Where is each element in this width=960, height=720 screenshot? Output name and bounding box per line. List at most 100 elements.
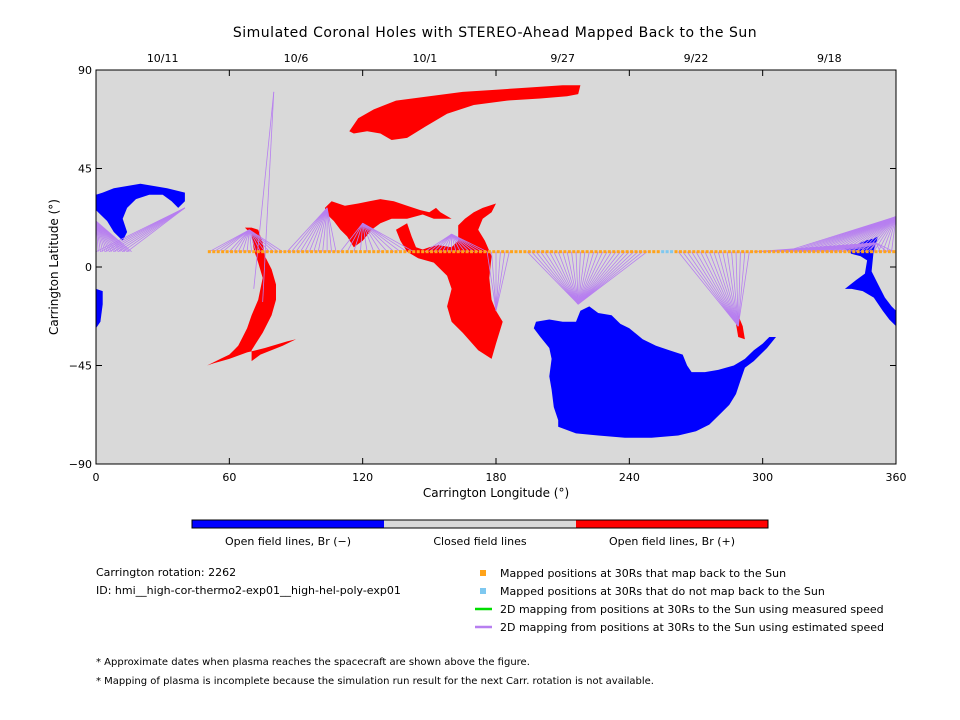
field-line-7-1 <box>429 233 452 252</box>
field-line-9-2 <box>535 251 579 305</box>
mapped-position-63 <box>487 250 491 254</box>
field-line-6-8 <box>362 222 395 252</box>
mapped-position-87 <box>594 250 598 254</box>
mapped-position-55 <box>452 250 456 254</box>
field-line-2-5 <box>248 229 252 252</box>
field-line-5-0 <box>286 207 328 252</box>
mapped-position-75 <box>541 250 545 254</box>
field-line-2-2 <box>237 229 250 252</box>
date-label-9-18: 9/18 <box>817 52 842 65</box>
field-line-10-8 <box>713 251 739 327</box>
mapped-position-42 <box>394 250 398 254</box>
mapped-position-48 <box>421 250 425 254</box>
mapped-position-153 <box>887 250 891 254</box>
mapped-position-89 <box>603 250 607 254</box>
mapped-position-47 <box>416 250 420 254</box>
field-line-6-6 <box>362 223 381 252</box>
field-line-7-7 <box>451 234 457 252</box>
mapped-position-58 <box>465 250 469 254</box>
field-line-12-18 <box>864 216 897 252</box>
note-incomplete: * Mapping of plasma is incomplete becaus… <box>96 676 654 687</box>
y-tick-label-45: 45 <box>78 163 92 176</box>
field-line-9-13 <box>577 251 586 305</box>
field-line-7-5 <box>446 234 452 252</box>
field-line-10-3 <box>691 251 739 327</box>
mapped-position-105 <box>674 250 678 254</box>
field-line-9-25 <box>577 251 639 305</box>
mapped-position-99 <box>647 250 651 254</box>
mapped-position-94 <box>625 250 629 254</box>
mapped-position-15 <box>274 250 278 254</box>
field-line-5-11 <box>326 207 337 252</box>
mapped-position-82 <box>572 250 576 254</box>
mapped-position-86 <box>590 250 594 254</box>
field-line-9-15 <box>577 251 595 305</box>
mapped-position-17 <box>283 250 287 254</box>
mapped-position-95 <box>630 250 634 254</box>
field-line-9-21 <box>577 251 621 305</box>
chart-title: Simulated Coronal Holes with STEREO-Ahea… <box>233 25 757 41</box>
legend-symbol-1 <box>480 588 486 594</box>
field-line-12-14 <box>846 216 897 253</box>
colorbar-label-0: Open field lines, Br (−) <box>225 535 351 548</box>
field-line-7-11 <box>451 233 475 252</box>
field-line-9-26 <box>577 251 643 305</box>
colorbar-label-1: Closed field lines <box>433 535 527 548</box>
y-tick-label-90: 90 <box>78 64 92 77</box>
mapped-position-35 <box>363 250 367 254</box>
field-line-6-5 <box>362 223 375 252</box>
x-tick-label-60: 60 <box>222 471 236 484</box>
mapped-position-2 <box>216 250 220 254</box>
mapped-position-72 <box>527 250 531 254</box>
mapped-position-84 <box>581 250 585 254</box>
field-line-5-4 <box>304 207 328 252</box>
field-line-9-24 <box>577 251 635 305</box>
y-tick-label--45: −45 <box>69 360 92 373</box>
field-line-5-6 <box>313 207 328 252</box>
mapped-position-46 <box>412 250 416 254</box>
field-line-1-5 <box>118 207 186 253</box>
mapped-position-27 <box>327 250 331 254</box>
mapped-position-100 <box>652 250 656 254</box>
mapped-position-49 <box>425 250 429 254</box>
field-line-5-10 <box>326 207 332 252</box>
mapped-position-37 <box>372 250 376 254</box>
mapped-position-9 <box>247 250 251 254</box>
mapped-position-43 <box>398 250 402 254</box>
x-axis: 0 60 120 180 240 300 360 <box>93 70 907 484</box>
field-line-12-15 <box>851 216 897 252</box>
field-line-7-2 <box>433 233 452 252</box>
field-line-7-10 <box>451 233 470 252</box>
legend-label-1: Mapped positions at 30Rs that do not map… <box>500 585 825 598</box>
mapped-position-3 <box>221 250 225 254</box>
field-line-12-12 <box>838 216 897 253</box>
mapped-position-128 <box>776 250 780 254</box>
mapped-position-11 <box>256 250 260 254</box>
date-label-10-11: 10/11 <box>147 52 179 65</box>
field-line-9-17 <box>577 251 604 305</box>
mapped-position-13 <box>265 250 269 254</box>
mapped-position-138 <box>821 250 825 254</box>
field-line-2-8 <box>249 229 266 252</box>
field-line-5-1 <box>291 207 328 252</box>
field-line-12-16 <box>855 216 897 252</box>
legend-label-3: 2D mapping from positions at 30Rs to the… <box>500 621 884 634</box>
date-label-9-22: 9/22 <box>684 52 709 65</box>
field-line-12-24 <box>891 216 897 252</box>
mapped-position-108 <box>687 250 691 254</box>
mapped-position-57 <box>461 250 465 254</box>
mapped-position-61 <box>478 250 482 254</box>
field-line-10-4 <box>695 251 739 327</box>
mapped-position-132 <box>794 250 798 254</box>
mapped-position-70 <box>518 250 522 254</box>
field-line-5-3 <box>300 207 328 252</box>
positive-coronal-hole-1 <box>324 199 452 248</box>
x-tick-label-240: 240 <box>619 471 640 484</box>
field-line-8-1 <box>491 251 497 311</box>
field-line-10-15 <box>737 251 746 327</box>
run-id: ID: hmi__high-cor-thermo2-exp01__high-he… <box>96 584 401 597</box>
mapped-position-127 <box>772 250 776 254</box>
mapped-position-30 <box>341 250 345 254</box>
field-line-9-5 <box>548 251 579 305</box>
mapped-position-25 <box>318 250 322 254</box>
